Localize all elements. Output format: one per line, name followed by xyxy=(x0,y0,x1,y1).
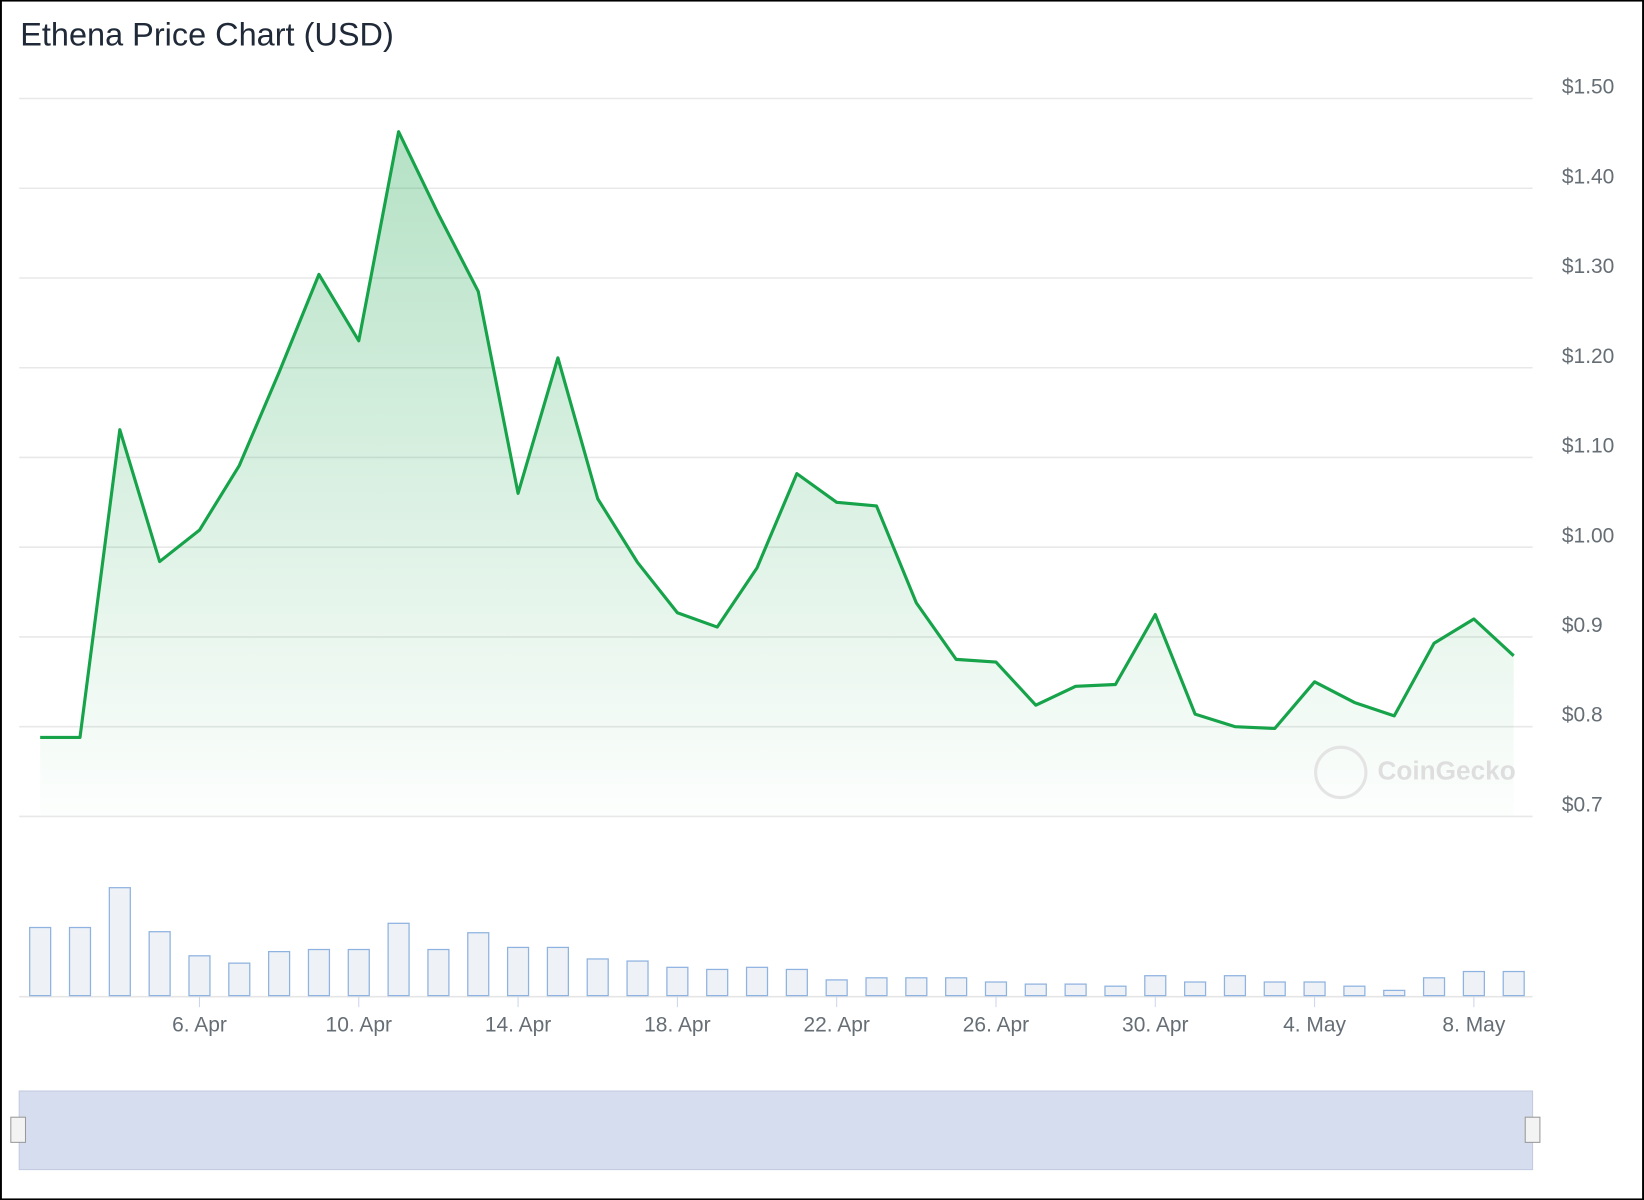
watermark: CoinGecko xyxy=(1314,745,1516,800)
y-tick-label: $1.10 xyxy=(1562,435,1614,458)
volume-bar xyxy=(626,960,649,997)
x-tick-label: 18. Apr xyxy=(644,1014,710,1037)
volume-bar xyxy=(188,955,211,997)
volume-bar xyxy=(1343,985,1366,997)
volume-bar xyxy=(546,946,570,997)
volume-bar xyxy=(467,932,490,997)
navigator-handle[interactable] xyxy=(10,1116,27,1143)
volume-bar xyxy=(984,981,1008,997)
chart-title: Ethena Price Chart (USD) xyxy=(20,16,394,52)
volume-bar xyxy=(865,977,888,997)
price-line xyxy=(40,130,1515,740)
volume-bar xyxy=(905,977,928,997)
x-tick-label: 8. May xyxy=(1442,1014,1505,1037)
volume-bar xyxy=(1502,970,1525,997)
volume-bar xyxy=(148,931,171,997)
volume-bar xyxy=(1303,981,1326,997)
navigator-handle[interactable] xyxy=(1524,1116,1541,1143)
y-tick-label: $0.9 xyxy=(1562,614,1603,637)
y-tick-label: $1.50 xyxy=(1562,76,1614,99)
navigator[interactable] xyxy=(18,1090,1534,1171)
volume-bar xyxy=(586,958,609,997)
y-tick-label: $1.40 xyxy=(1562,165,1614,188)
x-tick-label: 6. Apr xyxy=(172,1014,227,1037)
x-tick-label: 14. Apr xyxy=(485,1014,551,1037)
volume-bar xyxy=(1383,989,1406,997)
volume-bar xyxy=(825,979,848,997)
volume-bar xyxy=(268,950,291,997)
y-tick-label: $1.30 xyxy=(1562,255,1614,278)
watermark-text: CoinGecko xyxy=(1377,755,1515,785)
volume-bar xyxy=(1104,985,1127,997)
volume-bar xyxy=(1183,981,1207,997)
volume-bar xyxy=(506,946,530,997)
volume-bar xyxy=(945,977,968,997)
x-tick-label: 4. May xyxy=(1283,1014,1346,1037)
y-tick-label: $1.00 xyxy=(1562,524,1614,547)
volume-bar xyxy=(228,962,251,997)
volume-bar xyxy=(745,966,769,997)
volume-bar xyxy=(387,922,410,997)
volume-bar xyxy=(1462,970,1485,997)
x-tick-label: 22. Apr xyxy=(803,1014,869,1037)
x-tick-label: 10. Apr xyxy=(326,1014,392,1037)
volume-bar xyxy=(1064,983,1087,997)
x-tick-label: 30. Apr xyxy=(1122,1014,1188,1037)
volume-bar xyxy=(1024,983,1047,997)
volume-bar xyxy=(108,887,131,997)
volume-bar xyxy=(666,966,689,997)
volume-bar xyxy=(68,926,92,997)
volume-bar xyxy=(706,968,729,997)
volume-bar xyxy=(1422,977,1446,997)
x-tick-label: 26. Apr xyxy=(963,1014,1029,1037)
volume-bar xyxy=(785,968,808,997)
volume-bar xyxy=(307,948,331,997)
volume-bar xyxy=(347,948,370,997)
y-tick-label: $0.8 xyxy=(1562,704,1603,727)
volume-bar xyxy=(427,948,450,997)
volume-bar xyxy=(1223,975,1247,997)
y-tick-label: $1.20 xyxy=(1562,345,1614,368)
area xyxy=(40,131,1514,817)
volume-bar xyxy=(1263,981,1286,997)
watermark-logo xyxy=(1314,745,1368,800)
volume-bar xyxy=(1144,975,1167,997)
y-tick-label: $0.7 xyxy=(1562,793,1603,816)
volume-bar xyxy=(29,926,52,997)
